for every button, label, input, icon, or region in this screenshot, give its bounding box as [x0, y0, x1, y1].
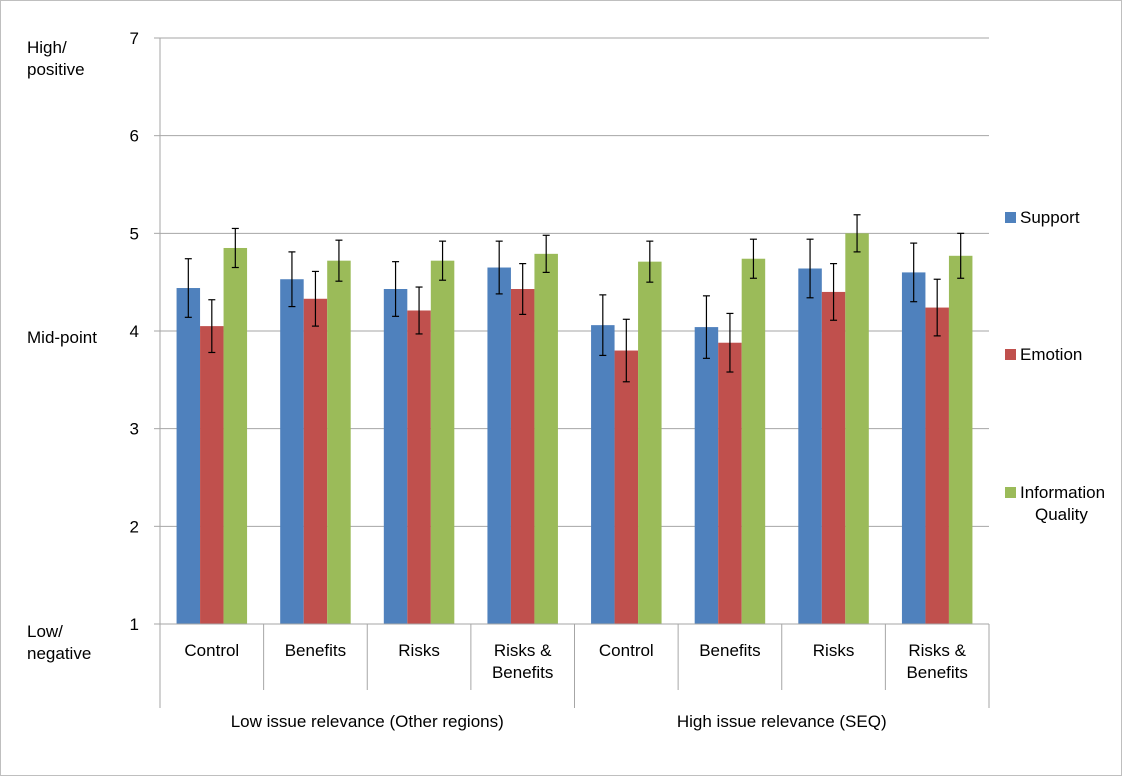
bar-support: [798, 268, 822, 624]
bar-support: [487, 267, 511, 624]
error-bar: [622, 318, 630, 383]
error-bar: [392, 261, 400, 317]
error-bar: [415, 286, 423, 335]
legend-swatch: [1005, 212, 1016, 223]
y-tick-label: 7: [130, 29, 139, 48]
bar-emotion: [821, 291, 846, 624]
error-bar: [830, 263, 838, 321]
bar-emotion: [614, 350, 639, 624]
bar-information-quality: [534, 253, 558, 625]
bar-emotion: [925, 307, 949, 624]
x-category-label: Control: [184, 641, 239, 660]
error-bar: [646, 240, 654, 283]
y-tick-label: 1: [130, 615, 139, 634]
bar-support: [901, 272, 926, 624]
bar-emotion: [200, 326, 224, 624]
y-tick-label: 4: [130, 322, 139, 341]
x-group-label: Low issue relevance (Other regions): [231, 712, 504, 731]
legend-label: Support: [1020, 208, 1080, 227]
bar-support: [383, 289, 408, 624]
bar-emotion: [718, 342, 742, 624]
bar-information-quality: [223, 247, 248, 624]
error-bar: [853, 214, 861, 253]
error-bar: [335, 239, 343, 282]
error-bars: [184, 214, 965, 383]
legend: Support Emotion Information Quality: [1005, 208, 1105, 524]
y-annotation-high: High/positive: [27, 38, 85, 79]
bar-support: [176, 288, 201, 624]
bar-emotion: [407, 310, 431, 624]
axis-labels: 1 2 3 4 5 6 7 Control Benefits Risks Risks & Benefi…: [27, 29, 968, 731]
y-annotation-low: Low/negative: [27, 622, 91, 663]
legend-label: Information Quality: [1020, 483, 1105, 524]
bars: [176, 233, 973, 625]
error-bar: [311, 270, 319, 327]
bar-emotion: [303, 298, 328, 624]
x-category-label: Risks: [813, 641, 855, 660]
bar-information-quality: [845, 233, 869, 625]
error-bar: [208, 299, 216, 354]
bar-information-quality: [948, 255, 973, 624]
error-bar: [288, 251, 296, 308]
error-bar: [542, 234, 550, 273]
bar-emotion: [510, 289, 535, 624]
error-bar: [749, 238, 757, 279]
error-bar: [184, 258, 192, 318]
error-bar: [231, 227, 239, 269]
axes: [154, 37, 990, 708]
y-tick-label: 5: [130, 224, 139, 243]
bar-support: [280, 279, 304, 624]
legend-entry: Emotion: [1005, 345, 1082, 364]
bar-information-quality: [430, 260, 455, 624]
error-bar: [599, 294, 607, 357]
bar-information-quality: [327, 260, 351, 624]
x-category-label: Control: [599, 641, 654, 660]
bar-support: [591, 325, 615, 624]
error-bar: [495, 240, 503, 295]
legend-swatch: [1005, 487, 1016, 498]
legend-label: Emotion: [1020, 345, 1082, 364]
x-category-label: Risks & Benefits: [906, 641, 967, 682]
x-category-label: Benefits: [285, 641, 346, 660]
error-bar: [726, 312, 734, 373]
error-bar: [806, 238, 814, 299]
legend-swatch: [1005, 349, 1016, 360]
y-annotation-mid: Mid-point: [27, 328, 97, 347]
y-tick-label: 3: [130, 420, 139, 439]
bar-information-quality: [638, 261, 662, 624]
y-tick-label: 2: [130, 517, 139, 536]
error-bar: [957, 232, 965, 279]
error-bar: [933, 278, 941, 337]
x-category-label: Risks & Benefits: [492, 641, 553, 682]
x-category-label: Benefits: [699, 641, 760, 660]
legend-entry: Information Quality: [1005, 483, 1105, 524]
error-bar: [439, 240, 447, 281]
legend-entry: Support: [1005, 208, 1080, 227]
x-category-label: Risks: [398, 641, 440, 660]
error-bar: [910, 242, 918, 303]
bar-information-quality: [741, 258, 766, 624]
x-group-label: High issue relevance (SEQ): [677, 712, 887, 731]
error-bar: [702, 295, 710, 359]
bar-support: [694, 327, 719, 624]
y-tick-label: 6: [130, 127, 139, 146]
error-bar: [519, 263, 527, 315]
